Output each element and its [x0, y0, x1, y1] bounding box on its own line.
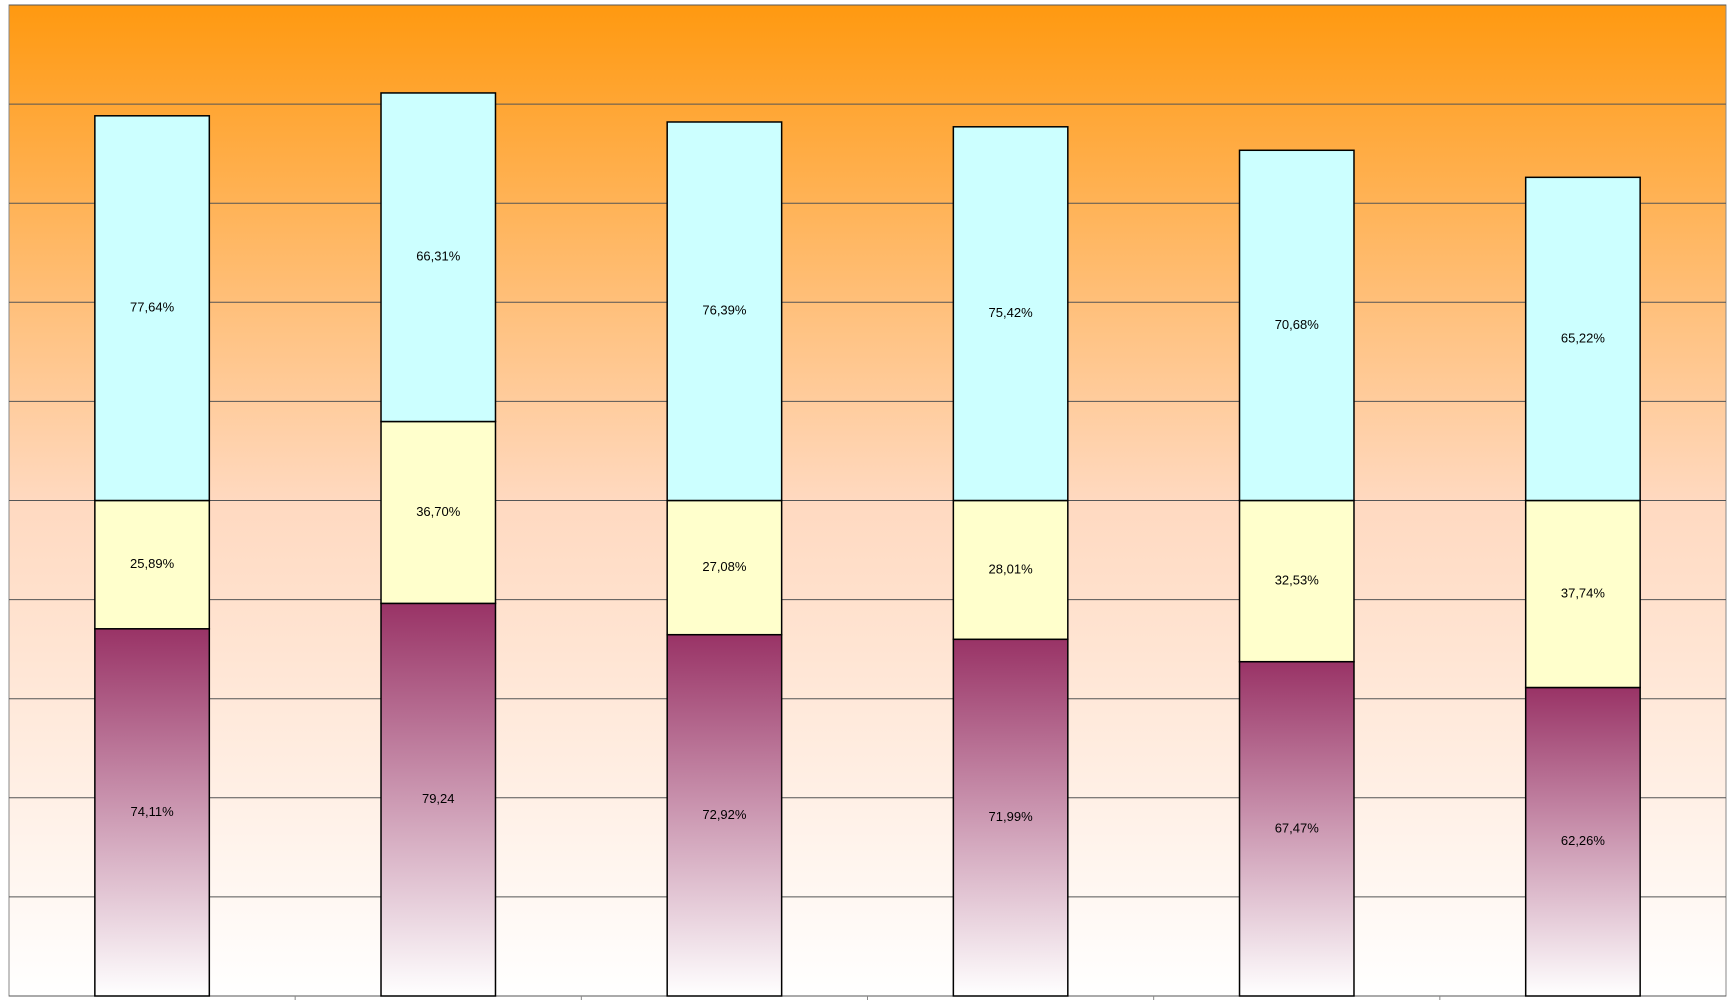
bar-segment: [1524, 176, 1641, 502]
value-label: 76,39%: [702, 303, 747, 318]
bar-segment: [952, 499, 1069, 641]
bar-segment: [380, 602, 497, 997]
value-label: 79,24: [422, 791, 455, 806]
bar-segment: [1524, 499, 1641, 689]
value-label: 77,64%: [130, 300, 175, 315]
value-label: 37,74%: [1561, 585, 1606, 600]
value-label: 66,31%: [416, 249, 461, 264]
bar-segment: [380, 420, 497, 605]
bar-segment: [666, 633, 783, 997]
value-label: 28,01%: [989, 561, 1034, 576]
value-label: 27,08%: [702, 559, 747, 574]
bar-segment: [380, 92, 497, 423]
value-label: 32,53%: [1275, 573, 1320, 588]
bar-segment: [666, 499, 783, 636]
bar-segment: [94, 499, 211, 630]
value-label: 74,11%: [131, 804, 175, 819]
bar-segment: [1238, 660, 1355, 997]
value-label: 75,42%: [989, 305, 1034, 320]
value-label: 72,92%: [702, 807, 747, 822]
value-label: 70,68%: [1275, 317, 1320, 332]
bar-segment: [94, 628, 211, 997]
value-label: 67,47%: [1275, 820, 1320, 835]
bar-segment: [952, 638, 1069, 997]
bar-segment: [666, 121, 783, 502]
value-label: 25,89%: [130, 556, 175, 571]
bar-segment: [1238, 149, 1355, 502]
value-label: 62,26%: [1561, 833, 1606, 848]
value-label: 71,99%: [989, 809, 1034, 824]
bar-segment: [1524, 686, 1641, 997]
value-label: 65,22%: [1561, 330, 1606, 345]
bar-segment: [94, 115, 211, 502]
value-label: 36,70%: [416, 504, 461, 519]
bar-segment: [952, 126, 1069, 502]
bar-segment: [1238, 499, 1355, 663]
